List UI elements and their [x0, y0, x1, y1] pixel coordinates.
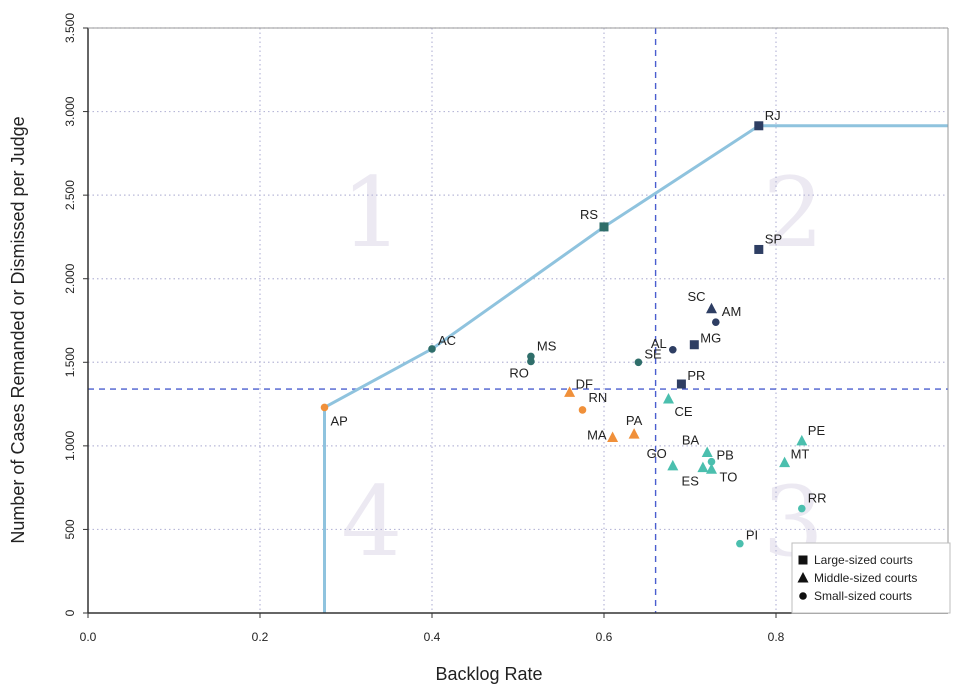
point-pb — [707, 457, 716, 466]
point-label-sc: SC — [687, 289, 705, 304]
point-go — [667, 459, 679, 471]
point-rn — [578, 406, 587, 414]
y-tick-label: 1.000 — [63, 431, 77, 461]
y-tick-label: 0 — [63, 609, 77, 616]
point-ap — [320, 403, 329, 412]
data-points — [320, 121, 808, 548]
reference-lines — [88, 28, 948, 613]
point-ce — [663, 393, 674, 404]
x-tick-label: 0.4 — [424, 630, 441, 644]
x-axis-title: Backlog Rate — [435, 664, 542, 684]
legend-marker-circle — [799, 592, 807, 600]
point-rs — [599, 222, 609, 232]
x-tick-label: 0.2 — [252, 630, 269, 644]
point-es — [697, 461, 709, 473]
point-label-rs: RS — [580, 207, 598, 222]
point-label-pi: PI — [746, 528, 758, 543]
legend: Large-sized courts Middle-sized courts Sma… — [791, 542, 951, 614]
point-pr — [676, 379, 686, 389]
legend-box — [791, 542, 951, 614]
point-to — [706, 463, 717, 474]
x-tick-label: 0.6 — [596, 630, 613, 644]
region-label-2: 2 — [763, 157, 824, 269]
point-rr — [798, 504, 806, 513]
legend-marker-square — [798, 555, 808, 565]
point-ma — [607, 431, 619, 442]
point-label-pr: PR — [687, 368, 705, 383]
frontier-polyline — [323, 124, 948, 613]
point-sp — [754, 244, 764, 254]
point-am — [712, 318, 720, 326]
y-tick-label: 2.500 — [63, 180, 77, 210]
point-label-pa: PA — [626, 413, 643, 428]
point-label-se: SE — [644, 346, 662, 361]
point-pe — [796, 434, 808, 446]
point-sc — [706, 302, 717, 314]
x-tick-label: 0.8 — [768, 630, 785, 644]
legend-label-triangle: Middle-sized courts — [814, 571, 917, 585]
point-label-rr: RR — [808, 491, 827, 506]
legend-label-square: Large-sized courts — [814, 553, 913, 567]
point-df — [564, 386, 576, 397]
point-label-mt: MT — [791, 447, 810, 462]
point-al — [669, 345, 677, 354]
y-tick-label: 3.500 — [63, 13, 77, 43]
point-ba — [701, 446, 713, 458]
point-pa — [628, 428, 640, 439]
point-label-al: AL — [651, 336, 667, 351]
point-label-pe: PE — [808, 423, 826, 438]
y-axis-title: Number of Cases Remanded or Dismissed pe… — [8, 116, 28, 543]
point-label-ce: CE — [675, 404, 693, 419]
y-tick-label: 2.000 — [63, 263, 77, 293]
point-label-rn: RN — [589, 390, 608, 405]
point-ac — [428, 345, 436, 353]
tick-labels: 0.0 0.2 0.4 0.6 0.8 0 500 1.000 1.500 2.000 2.500 3… — [63, 13, 785, 644]
point-label-pb: PB — [717, 448, 734, 463]
point-mt — [779, 456, 791, 468]
legend-label-circle: Small-sized courts — [814, 589, 912, 603]
point-rj — [754, 121, 764, 131]
point-label-df: DF — [576, 376, 593, 391]
region-label-4: 4 — [341, 466, 402, 578]
frontier-line — [323, 124, 948, 613]
region-labels: 1 234 — [341, 157, 823, 578]
point-label-ms: MS — [537, 338, 557, 353]
y-tick-label: 500 — [63, 519, 77, 539]
point-mg — [689, 340, 699, 350]
point-label-to: TO — [720, 469, 738, 484]
point-label-sp: SP — [765, 231, 782, 246]
point-se — [634, 358, 643, 367]
point-label-ma: MA — [587, 428, 607, 443]
point-pi — [736, 539, 744, 548]
point-label-ap: AP — [331, 413, 348, 428]
x-tick-label: 0.0 — [80, 630, 97, 644]
y-tick-label: 3.000 — [63, 96, 77, 126]
point-label-am: AM — [722, 304, 742, 319]
point-label-go: GO — [647, 446, 667, 461]
region-label-1: 1 — [341, 157, 402, 269]
point-label-mg: MG — [700, 331, 721, 346]
point-label-ba: BA — [682, 433, 700, 448]
point-label-es: ES — [682, 474, 700, 489]
point-label-rj: RJ — [765, 108, 781, 123]
y-tick-label: 1.500 — [63, 347, 77, 377]
point-ro — [527, 357, 535, 366]
point-label-ro: RO — [509, 365, 529, 380]
legend-marker-triangle — [797, 572, 809, 583]
point-label-ac: AC — [438, 333, 456, 348]
